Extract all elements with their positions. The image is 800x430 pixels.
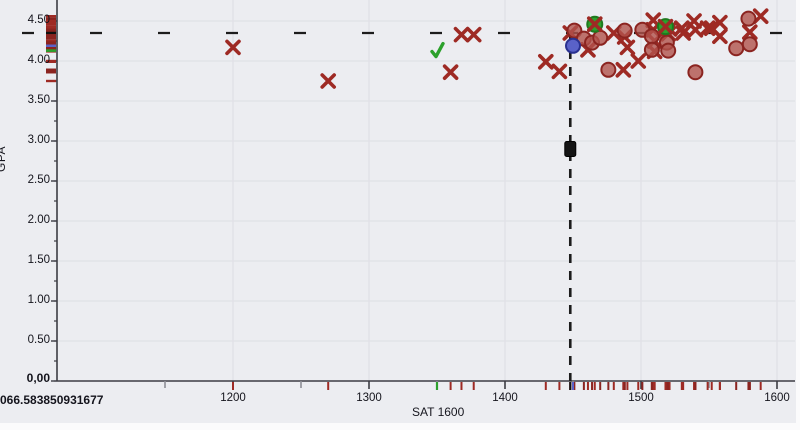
- data-point-x-marker[interactable]: [453, 26, 470, 43]
- data-point-x-marker[interactable]: [320, 73, 336, 89]
- data-point-circle-marker[interactable]: [741, 36, 758, 53]
- data-point-x-marker[interactable]: [465, 26, 482, 43]
- y-tick-label: 3.50: [27, 94, 50, 106]
- x-axis-title: SAT 1600: [412, 405, 465, 419]
- y-tick-label: 2.00: [27, 214, 50, 226]
- data-point-x-marker[interactable]: [675, 25, 691, 41]
- blue-selected-marker[interactable]: [565, 37, 581, 54]
- data-point-x-marker[interactable]: [619, 39, 636, 56]
- data-point-x-marker[interactable]: [225, 39, 241, 56]
- x-tick-label: 1500: [628, 392, 654, 404]
- data-point-x-marker[interactable]: [442, 64, 459, 80]
- plot-background: [0, 0, 796, 423]
- data-point-x-marker[interactable]: [551, 63, 568, 80]
- y-tick-label: 0,00: [26, 371, 50, 385]
- data-point-x-marker[interactable]: [712, 28, 728, 44]
- data-point-circle-marker[interactable]: [660, 42, 677, 59]
- y-tick-label: 4.50: [27, 14, 50, 26]
- x-axis-min-label: 066.583850931677: [0, 393, 104, 407]
- y-axis-title: GPA: [0, 146, 8, 172]
- data-point-x-marker[interactable]: [586, 16, 603, 32]
- data-point-circle-marker[interactable]: [643, 41, 660, 58]
- data-point-x-marker[interactable]: [615, 62, 632, 78]
- data-point-x-marker[interactable]: [657, 18, 674, 35]
- data-point-x-marker[interactable]: [687, 22, 704, 38]
- data-point-circle-marker[interactable]: [616, 22, 633, 39]
- data-point-circle-marker[interactable]: [600, 61, 617, 78]
- y-tick-label: 1.00: [27, 294, 50, 306]
- data-point-x-marker[interactable]: [630, 53, 647, 69]
- y-tick-label: 1.50: [27, 254, 50, 266]
- data-point-x-marker[interactable]: [538, 54, 554, 70]
- y-tick-label: 3.00: [27, 134, 50, 146]
- data-point-circle-marker[interactable]: [643, 28, 660, 45]
- y-tick-label: 0.50: [27, 334, 50, 346]
- check-marker[interactable]: [430, 41, 445, 59]
- data-point-circle-marker[interactable]: [740, 10, 757, 27]
- data-point-circle-marker[interactable]: [728, 40, 745, 57]
- data-point-x-marker[interactable]: [699, 20, 716, 36]
- x-tick-label: 1600: [764, 392, 790, 404]
- y-tick-label: 4.00: [27, 54, 50, 66]
- x-tick-label: 1400: [492, 392, 518, 404]
- data-point-circle-marker[interactable]: [687, 64, 704, 81]
- x-tick-label: 1200: [220, 392, 246, 404]
- x-tick-label: 1300: [356, 392, 382, 404]
- data-point-x-marker[interactable]: [712, 14, 728, 31]
- data-point-x-marker[interactable]: [742, 24, 758, 40]
- data-point-x-marker[interactable]: [752, 8, 769, 24]
- y-tick-label: 2.50: [27, 174, 50, 186]
- data-point-circle-marker[interactable]: [592, 29, 609, 46]
- drag-handle[interactable]: [564, 141, 577, 157]
